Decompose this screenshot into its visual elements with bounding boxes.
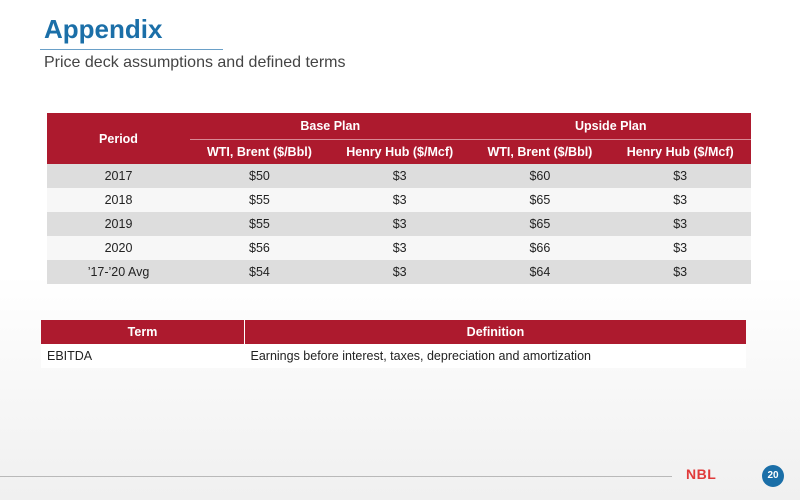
cell-period: 2020 xyxy=(47,236,190,260)
definition-cell: Earnings before interest, taxes, depreci… xyxy=(244,344,746,368)
cell-period: 2017 xyxy=(47,164,190,188)
page-title: Appendix xyxy=(44,14,163,44)
defined-terms-table: Term Definition EBITDA Earnings before i… xyxy=(41,320,746,368)
table-row: ’17-’20 Avg $54 $3 $64 $3 xyxy=(47,260,751,284)
cell-period: 2019 xyxy=(47,212,190,236)
title-underline xyxy=(40,49,223,50)
table-row: 2017 $50 $3 $60 $3 xyxy=(47,164,751,188)
group-header-base-plan: Base Plan xyxy=(190,113,471,140)
cell-base-henry-hub: $3 xyxy=(328,188,471,212)
table-row: 2018 $55 $3 $65 $3 xyxy=(47,188,751,212)
cell-upside-wti: $60 xyxy=(470,164,610,188)
cell-base-wti: $54 xyxy=(190,260,329,284)
period-header: Period xyxy=(47,113,190,164)
group-header-upside-plan: Upside Plan xyxy=(470,113,751,140)
cell-base-wti: $56 xyxy=(190,236,329,260)
cell-upside-henry-hub: $3 xyxy=(609,260,751,284)
footer-divider xyxy=(0,476,672,477)
page-subtitle: Price deck assumptions and defined terms xyxy=(44,54,346,71)
cell-base-henry-hub: $3 xyxy=(328,236,471,260)
cell-base-henry-hub: $3 xyxy=(328,164,471,188)
table-row: EBITDA Earnings before interest, taxes, … xyxy=(41,344,746,368)
cell-period: 2018 xyxy=(47,188,190,212)
subheader-upside-wti: WTI, Brent ($/Bbl) xyxy=(470,139,610,164)
price-deck-table: Period Base Plan Upside Plan WTI, Brent … xyxy=(47,113,751,284)
cell-base-wti: $55 xyxy=(190,188,329,212)
page-number-badge: 20 xyxy=(762,465,784,487)
cell-period: ’17-’20 Avg xyxy=(47,260,190,284)
cell-upside-henry-hub: $3 xyxy=(609,164,751,188)
cell-upside-wti: $65 xyxy=(470,188,610,212)
term-cell: EBITDA xyxy=(41,344,245,368)
company-logo: NBL xyxy=(686,466,717,482)
term-header: Term xyxy=(41,320,245,344)
cell-upside-wti: $65 xyxy=(470,212,610,236)
subheader-upside-henry-hub: Henry Hub ($/Mcf) xyxy=(609,139,751,164)
cell-upside-wti: $64 xyxy=(470,260,610,284)
subheader-base-wti: WTI, Brent ($/Bbl) xyxy=(190,139,329,164)
subheader-base-henry-hub: Henry Hub ($/Mcf) xyxy=(328,139,471,164)
cell-upside-henry-hub: $3 xyxy=(609,236,751,260)
cell-upside-wti: $66 xyxy=(470,236,610,260)
cell-base-henry-hub: $3 xyxy=(328,212,471,236)
cell-base-wti: $55 xyxy=(190,212,329,236)
cell-upside-henry-hub: $3 xyxy=(609,188,751,212)
definition-header: Definition xyxy=(244,320,746,344)
cell-upside-henry-hub: $3 xyxy=(609,212,751,236)
table-row: 2020 $56 $3 $66 $3 xyxy=(47,236,751,260)
cell-base-wti: $50 xyxy=(190,164,329,188)
cell-base-henry-hub: $3 xyxy=(328,260,471,284)
table-row: 2019 $55 $3 $65 $3 xyxy=(47,212,751,236)
